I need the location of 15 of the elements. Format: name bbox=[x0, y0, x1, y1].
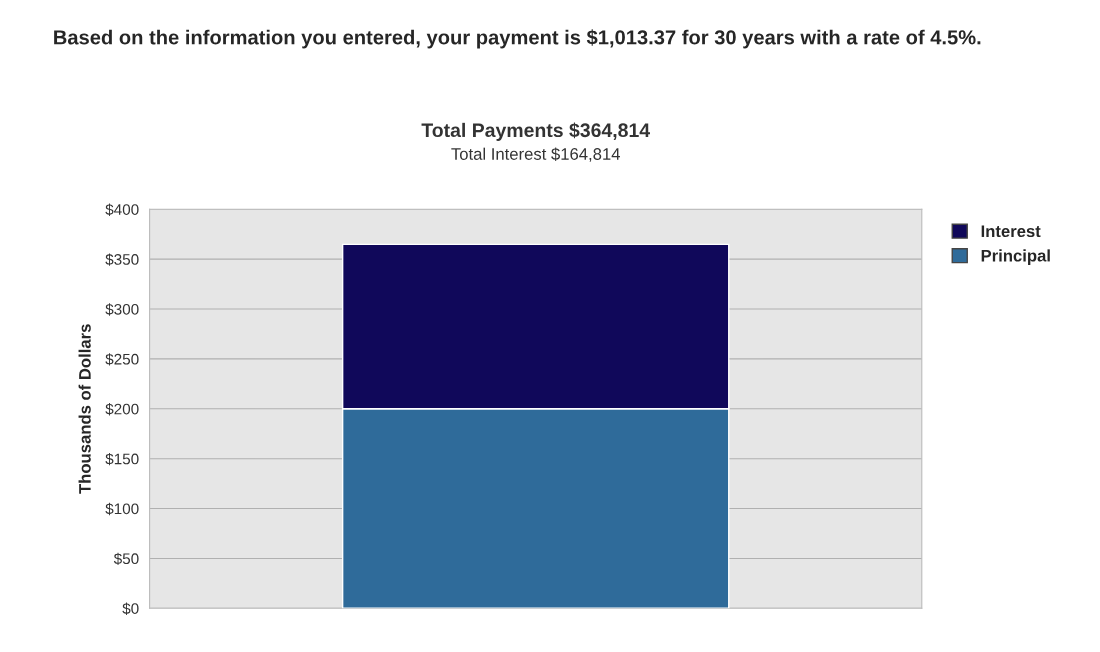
y-tick-label: $150 bbox=[105, 452, 139, 466]
y-axis-title: Thousands of Dollars bbox=[78, 324, 91, 494]
y-tick-label: $0 bbox=[122, 602, 139, 615]
y-tick-label: $100 bbox=[105, 502, 139, 516]
legend-label: Principal bbox=[981, 249, 1050, 265]
y-tick-label: $300 bbox=[105, 303, 139, 316]
chart-subtitle: Total Interest $164,814 bbox=[451, 147, 620, 162]
legend-label: Interest bbox=[981, 225, 1041, 238]
y-tick-label: $200 bbox=[105, 403, 139, 416]
y-tick-label: $400 bbox=[105, 203, 139, 216]
y-tick-label: $50 bbox=[113, 552, 139, 566]
chart-title: Total Payments $364,814 bbox=[421, 122, 650, 141]
text: Based on the information you entered, your payment is $1,013.37 for 30 years with a rate of 4.5%. bbox=[54, 29, 981, 49]
y-tick-label: $350 bbox=[105, 253, 139, 266]
y-tick-label: $250 bbox=[105, 353, 139, 366]
